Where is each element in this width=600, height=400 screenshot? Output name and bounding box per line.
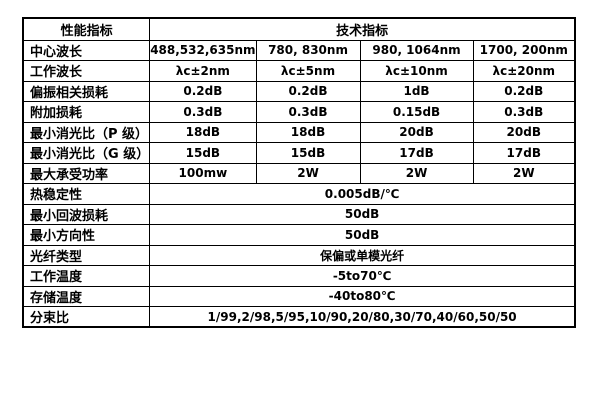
spec-value: λc±10nm bbox=[359, 60, 474, 82]
row-label-polarization-loss: 偏振相关损耗 bbox=[22, 80, 151, 102]
spec-value-merged: 保偏或单模光纤 bbox=[149, 244, 576, 266]
spec-value: 488,532,635nm bbox=[149, 39, 257, 61]
row-label-excess-loss: 附加损耗 bbox=[22, 101, 151, 123]
spec-value: 0.2dB bbox=[255, 80, 361, 102]
spec-value: 0.3dB bbox=[149, 101, 257, 123]
spec-value: 780, 830nm bbox=[255, 39, 361, 61]
row-label-min-extinction-g: 最小消光比（G 级） bbox=[22, 142, 151, 164]
row-label-max-power: 最大承受功率 bbox=[22, 162, 151, 184]
spec-value: 15dB bbox=[255, 142, 361, 164]
row-label-min-return-loss: 最小回波损耗 bbox=[22, 203, 151, 225]
spec-value: 0.2dB bbox=[472, 80, 576, 102]
spec-value: 2W bbox=[472, 162, 576, 184]
row-label-thermal-stability: 热稳定性 bbox=[22, 183, 151, 205]
row-label-min-directivity: 最小方向性 bbox=[22, 224, 151, 246]
table-row: 中心波长 488,532,635nm 780, 830nm 980, 1064n… bbox=[22, 39, 576, 61]
spec-value: 17dB bbox=[359, 142, 474, 164]
table-row: 光纤类型 保偏或单模光纤 bbox=[22, 244, 576, 266]
spec-value: λc±20nm bbox=[472, 60, 576, 82]
table-row: 偏振相关损耗 0.2dB 0.2dB 1dB 0.2dB bbox=[22, 80, 576, 102]
spec-value: 100mw bbox=[149, 162, 257, 184]
row-label-split-ratio: 分束比 bbox=[22, 306, 151, 328]
spec-value: 2W bbox=[255, 162, 361, 184]
table-row: 热稳定性 0.005dB/℃ bbox=[22, 183, 576, 205]
spec-value: 17dB bbox=[472, 142, 576, 164]
spec-value-merged: 50dB bbox=[149, 203, 576, 225]
spec-value: 1dB bbox=[359, 80, 474, 102]
spec-value: 20dB bbox=[472, 121, 576, 143]
spec-value: 15dB bbox=[149, 142, 257, 164]
spec-value: λc±2nm bbox=[149, 60, 257, 82]
table-row: 最小消光比（G 级） 15dB 15dB 17dB 17dB bbox=[22, 142, 576, 164]
row-label-min-extinction-p: 最小消光比（P 级） bbox=[22, 121, 151, 143]
spec-value-merged: 50dB bbox=[149, 224, 576, 246]
row-label-storage-temp: 存储温度 bbox=[22, 285, 151, 307]
spec-value: 980, 1064nm bbox=[359, 39, 474, 61]
table-row: 最大承受功率 100mw 2W 2W 2W bbox=[22, 162, 576, 184]
spec-value: 0.3dB bbox=[255, 101, 361, 123]
row-label-working-wavelength: 工作波长 bbox=[22, 60, 151, 82]
spec-value: λc±5nm bbox=[255, 60, 361, 82]
table-header-row: 性能指标 技术指标 bbox=[22, 17, 576, 41]
header-technical-indicator: 技术指标 bbox=[149, 17, 576, 41]
header-performance-indicator: 性能指标 bbox=[22, 17, 151, 41]
table-row: 附加损耗 0.3dB 0.3dB 0.15dB 0.3dB bbox=[22, 101, 576, 123]
spec-table: 性能指标 技术指标 中心波长 488,532,635nm 780, 830nm … bbox=[22, 17, 577, 328]
spec-value: 18dB bbox=[255, 121, 361, 143]
table-row: 最小方向性 50dB bbox=[22, 224, 576, 246]
spec-value: 18dB bbox=[149, 121, 257, 143]
spec-value-merged: -5to70℃ bbox=[149, 265, 576, 287]
spec-table-container: 性能指标 技术指标 中心波长 488,532,635nm 780, 830nm … bbox=[22, 17, 577, 328]
spec-value: 0.15dB bbox=[359, 101, 474, 123]
spec-value-merged: 1/99,2/98,5/95,10/90,20/80,30/70,40/60,5… bbox=[149, 306, 576, 328]
row-label-center-wavelength: 中心波长 bbox=[22, 39, 151, 61]
spec-value: 1700, 200nm bbox=[472, 39, 576, 61]
spec-value-merged: -40to80℃ bbox=[149, 285, 576, 307]
spec-value: 2W bbox=[359, 162, 474, 184]
spec-value: 0.2dB bbox=[149, 80, 257, 102]
spec-value: 20dB bbox=[359, 121, 474, 143]
row-label-operating-temp: 工作温度 bbox=[22, 265, 151, 287]
table-row: 存储温度 -40to80℃ bbox=[22, 285, 576, 307]
spec-value-merged: 0.005dB/℃ bbox=[149, 183, 576, 205]
spec-value: 0.3dB bbox=[472, 101, 576, 123]
table-row: 工作温度 -5to70℃ bbox=[22, 265, 576, 287]
table-row: 分束比 1/99,2/98,5/95,10/90,20/80,30/70,40/… bbox=[22, 306, 576, 328]
table-row: 工作波长 λc±2nm λc±5nm λc±10nm λc±20nm bbox=[22, 60, 576, 82]
table-row: 最小回波损耗 50dB bbox=[22, 203, 576, 225]
row-label-fiber-type: 光纤类型 bbox=[22, 244, 151, 266]
table-row: 最小消光比（P 级） 18dB 18dB 20dB 20dB bbox=[22, 121, 576, 143]
